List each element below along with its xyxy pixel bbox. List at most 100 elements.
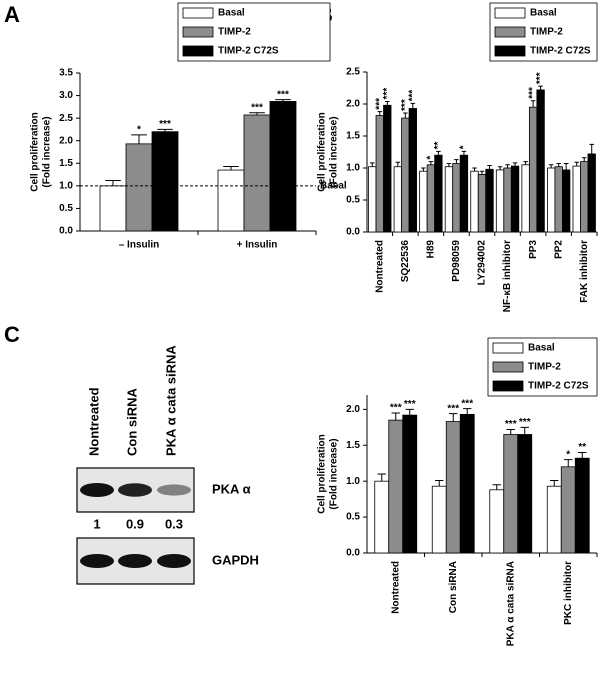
bar [459,154,469,233]
y-tick-label: 1.5 [346,131,360,142]
legend-swatch [182,45,214,57]
y-axis-label: (Fold increase) [329,438,340,509]
legend-swatch [492,342,524,354]
x-tick-label: H89 [426,240,437,259]
error-bar [405,408,414,416]
error-bar [564,459,573,467]
error-bar [506,428,515,435]
x-tick-label: + Insulin [237,240,278,251]
bar [374,480,390,554]
legend-swatch [494,26,526,38]
y-tick-label: 0.0 [346,227,360,238]
error-bar [105,179,121,186]
error-bar [581,157,587,162]
blot-band [118,483,152,497]
significance: *** [447,403,459,414]
bar [383,104,392,233]
bar [452,163,461,233]
error-bar [538,85,543,90]
x-tick-label: PD98059 [451,240,462,282]
lane-label: PKA α cata siRNA [163,345,178,456]
y-tick-label: 0.5 [346,512,360,523]
error-bar [530,100,536,108]
error-bar [436,150,441,156]
y-tick-label: 0.5 [59,203,73,214]
error-bar [574,161,579,167]
significance: ** [433,141,444,149]
x-tick-label: PKA α cata siRNA [505,561,516,646]
significance: *** [535,72,546,84]
blot-band [80,483,114,497]
bar [547,167,556,233]
y-axis-label: Cell proliferation [317,112,328,191]
y-tick-label: 1.0 [346,163,360,174]
significance: *** [400,99,411,111]
bar [375,115,384,233]
legend-label: TIMP-2 [530,27,563,38]
y-tick-label: 2.0 [346,99,360,110]
panel-label: C [4,322,20,347]
y-tick-label: 3.0 [59,90,73,101]
x-tick-label: Con siRNA [448,561,459,613]
error-bar [449,413,458,422]
error-bar [520,426,529,435]
x-tick-label: – Insulin [119,240,160,251]
bar [368,166,377,233]
significance: *** [461,398,473,409]
bar [444,166,454,233]
legend-label: TIMP-2 C72S [530,46,591,57]
error-bar [505,164,510,168]
bar [517,434,533,554]
bar [587,153,596,233]
error-bar [463,408,472,415]
error-bar [563,163,569,170]
error-bar [131,134,147,144]
y-tick-label: 1.5 [59,158,73,169]
bar [269,101,297,232]
x-tick-label: FAK inhibitor [579,240,590,303]
legend-label: TIMP-2 [218,27,251,38]
legend-label: TIMP-2 [528,362,561,373]
y-tick-label: 2.5 [59,113,73,124]
y-axis-label: (Fold increase) [42,116,53,187]
bar [402,414,418,554]
blot-band [80,554,114,568]
significance: *** [374,98,385,110]
error-bar [157,128,173,132]
bar [243,114,271,232]
x-tick-label: PP2 [553,240,564,259]
y-tick-label: 3.5 [59,68,73,79]
x-tick-label: LY294002 [477,240,488,286]
quantification: 1 [93,516,100,531]
bar [470,170,479,233]
y-tick-label: 2.0 [59,135,73,146]
quantification: 0.3 [165,516,183,531]
error-bar [479,170,485,175]
lane-label: Con siRNA [124,388,139,457]
significance: ** [578,442,586,453]
error-bar [421,167,426,172]
legend-swatch [182,7,214,19]
row-label: GAPDH [212,552,259,567]
y-tick-label: 2.0 [346,404,360,415]
row-label: PKA α [212,481,251,496]
x-tick-label: NF-κB inhibitor [502,240,513,312]
bar [125,143,153,232]
bar [562,169,571,233]
error-bar [589,143,594,154]
legend-swatch [494,7,526,19]
legend-swatch [182,26,214,38]
y-axis-label: Cell proliferation [30,112,41,191]
bar [503,167,512,233]
bar [459,413,475,554]
y-tick-label: 0.0 [59,226,73,237]
error-bar [454,159,459,164]
significance: * [137,124,141,135]
x-tick-label: Nontreated [390,561,401,614]
lane-label: Nontreated [86,387,101,456]
significance: *** [407,90,418,102]
bar [477,173,487,233]
significance: *** [528,87,539,99]
error-bar [275,99,291,102]
bar [431,485,447,554]
